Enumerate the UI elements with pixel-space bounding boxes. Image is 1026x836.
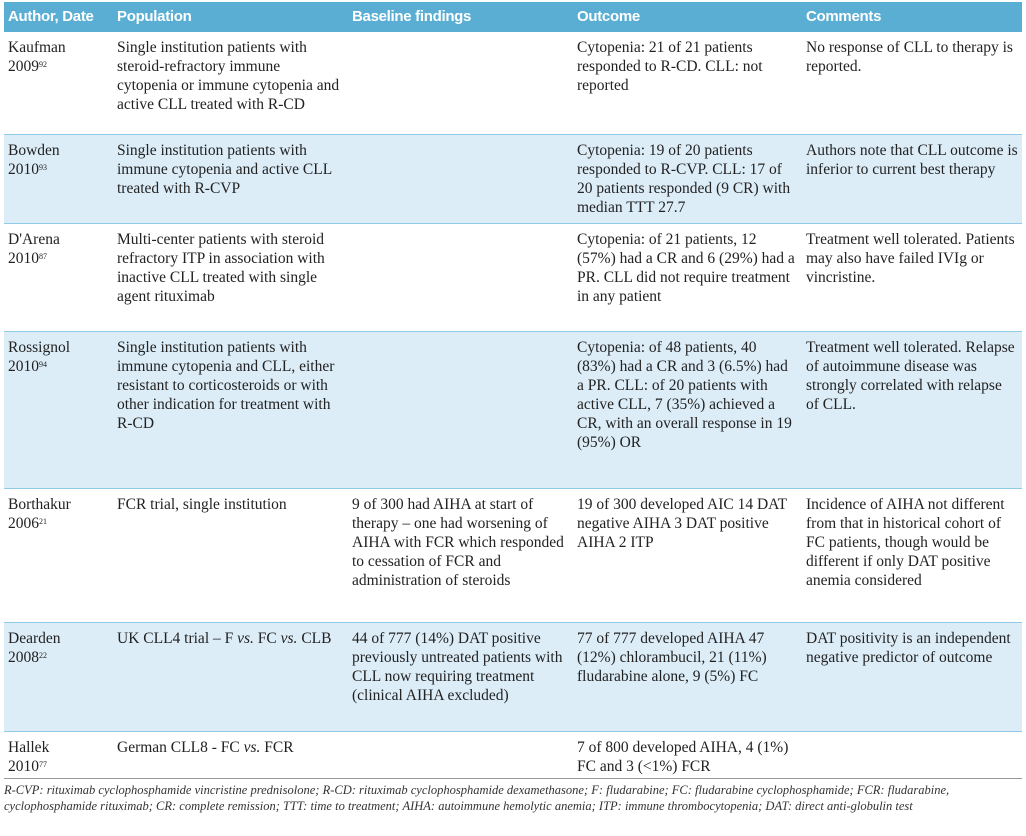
outcome-cell: Cytopenia: of 21 patients, 12 (57%) had … [573, 223, 802, 332]
comments-cell [802, 731, 1022, 785]
population-cell: Multi-center patients with steroid refra… [113, 223, 348, 332]
reference: 94 [39, 359, 47, 369]
header-baseline: Baseline findings [348, 2, 573, 32]
reference: 77 [39, 759, 47, 769]
population-cell: Single institution patients with immune … [113, 134, 348, 224]
population-cell: Single institution patients with steroid… [113, 32, 348, 135]
outcome-cell: Cytopenia: of 48 patients, 40 (83%) had … [573, 331, 802, 489]
baseline-cell [348, 134, 573, 224]
reference: 93 [39, 162, 47, 172]
studies-table: Author, Date Population Baseline finding… [4, 2, 1022, 785]
reference: 21 [39, 516, 47, 526]
baseline-cell [348, 731, 573, 785]
table-row: Kaufman 200992 Single institution patient… [4, 32, 1022, 135]
comments-cell: DAT positivity is an independent negativ… [802, 622, 1022, 732]
reference: 87 [39, 251, 47, 261]
author-cell: Dearden 200822 [4, 622, 113, 732]
outcome-cell: 7 of 800 developed AIHA, 4 (1%) FC and 3… [577, 738, 789, 775]
outcome-cell: 19 of 300 developed AIC 14 DAT negative … [573, 488, 802, 623]
outcome-cell: Cytopenia: 21 of 21 patients responded t… [573, 32, 802, 135]
comments-cell: No response of CLL to therapy is reporte… [802, 32, 1022, 135]
population-cell: UK CLL4 trial – F vs. FC vs. CLB [113, 622, 348, 732]
author-cell: Rossignol 201094 [4, 331, 113, 489]
author-cell: Bowden 201093 [4, 134, 113, 224]
comments-cell: Authors note that CLL outcome is inferio… [802, 134, 1022, 224]
comments-cell: Treatment well tolerated. Relapse of aut… [802, 331, 1022, 489]
baseline-cell: 44 of 777 (14%) DAT positive previously … [348, 622, 573, 732]
author-cell: Kaufman 200992 [4, 32, 113, 135]
table-row: Rossignol 201094 Single institution patie… [4, 331, 1022, 489]
comments-cell: Incidence of AIHA not different from tha… [802, 488, 1022, 623]
table-row: Borthakur 200621 FCR trial, single instit… [4, 488, 1022, 623]
reference: 22 [39, 650, 47, 660]
comments-cell: Treatment well tolerated. Patients may a… [802, 223, 1022, 332]
author-cell: D'Arena 201087 [4, 223, 113, 332]
header-outcome: Outcome [573, 2, 802, 32]
table-row: D'Arena 201087 Multi-center patients with… [4, 223, 1022, 332]
table-row: Bowden 201093 Single institution patients… [4, 134, 1022, 224]
reference: 92 [39, 60, 47, 69]
author-cell: Hallek 201077 [8, 738, 50, 775]
outcome-cell: 77 of 777 developed AIHA 47 (12%) chlora… [573, 622, 802, 732]
population-cell: Single institution patients with immune … [113, 331, 348, 489]
population-cell: German CLL8 - FC vs. FCR [117, 738, 294, 756]
population-cell: FCR trial, single institution [113, 488, 348, 623]
baseline-cell [348, 32, 573, 135]
outcome-cell: Cytopenia: 19 of 20 patients responded t… [573, 134, 802, 224]
baseline-cell: 9 of 300 had AIHA at start of therapy – … [348, 488, 573, 623]
baseline-cell [348, 223, 573, 332]
header-author: Author, Date [4, 2, 113, 32]
table-footnote: R-CVP: rituximab cyclophosphamide vincri… [4, 778, 1022, 814]
header-comments: Comments [802, 2, 1022, 32]
table-row: Hallek 201077 German CLL8 - FC vs. FCR 7 … [4, 731, 1022, 785]
table-row: Dearden 200822 UK CLL4 trial – F vs. FC v… [4, 622, 1022, 732]
header-population: Population [113, 2, 348, 32]
author-cell: Borthakur 200621 [4, 488, 113, 623]
baseline-cell [348, 331, 573, 489]
table-header: Author, Date Population Baseline finding… [4, 2, 1022, 32]
